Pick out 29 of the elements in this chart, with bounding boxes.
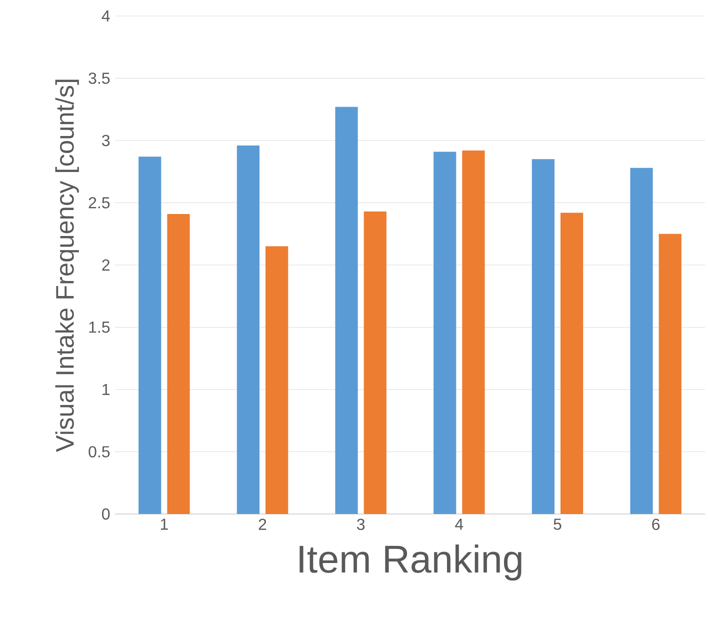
bar: [236, 145, 260, 514]
bar: [630, 168, 653, 514]
y-tick-label: 2.5: [88, 197, 110, 208]
y-axis-title: Visual Intake Frequency [count/s]: [55, 80, 79, 452]
bar: [266, 246, 288, 514]
bar: [434, 152, 456, 514]
bar: [560, 212, 584, 514]
y-tick-label: 2: [102, 259, 110, 271]
x-axis-title: Item Ranking: [300, 544, 522, 581]
x-tick-label: 2: [258, 518, 266, 530]
bar: [138, 156, 162, 514]
x-tick-label: 6: [652, 518, 660, 530]
y-tick-label: 1: [102, 384, 110, 395]
x-tick-label: 1: [160, 518, 168, 530]
y-tick-label: 3.5: [88, 72, 110, 84]
x-tick-label: 3: [356, 518, 365, 530]
x-tick-label: 5: [554, 518, 562, 530]
y-tick-label: 0.5: [88, 446, 110, 458]
bar: [532, 159, 554, 514]
bar: [167, 214, 190, 514]
y-tick-label: 3: [102, 134, 110, 146]
y-tick-label: 0: [102, 508, 110, 520]
x-tick-label: 4: [455, 518, 464, 530]
bar: [462, 150, 485, 514]
y-tick-label: 4: [102, 10, 110, 22]
bar: [364, 211, 386, 514]
bar: [335, 106, 358, 514]
bar: [658, 234, 682, 514]
y-tick-label: 1.5: [89, 322, 110, 333]
